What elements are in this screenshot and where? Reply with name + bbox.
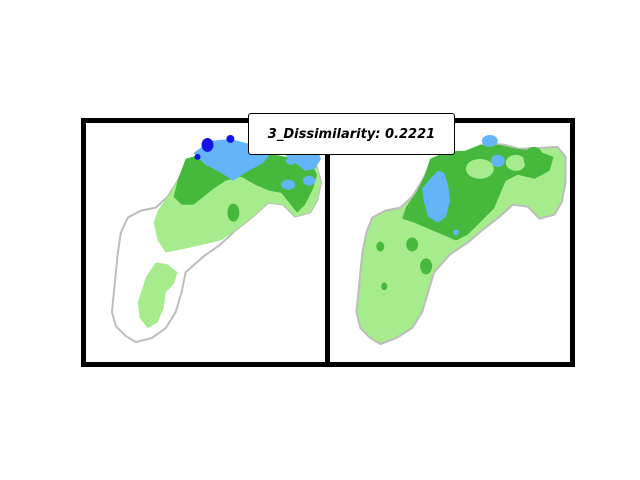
light-green-spot xyxy=(505,154,526,171)
dark-blue-spot xyxy=(201,137,214,152)
medium-green-spot xyxy=(465,158,494,179)
map-left xyxy=(110,134,323,344)
medium-green-spot xyxy=(420,258,433,275)
title-text: 3_Dissimilarity: 0.2221 xyxy=(267,126,436,142)
title-box: 3_Dissimilarity: 0.2221 xyxy=(248,113,455,155)
light-blue-spot xyxy=(490,154,505,167)
medium-green-spot xyxy=(376,241,385,252)
light-blue-spot xyxy=(281,179,296,190)
medium-green-spot xyxy=(406,237,419,252)
light-blue-area xyxy=(422,170,450,223)
map-panel-right xyxy=(325,118,575,367)
light-blue-spot xyxy=(303,175,316,186)
light-blue-spot xyxy=(452,229,459,236)
light-green-patch xyxy=(137,262,178,329)
map-panel-left xyxy=(81,118,330,367)
light-green-area xyxy=(355,141,567,346)
light-blue-spot xyxy=(286,156,297,165)
medium-green-spot xyxy=(381,282,388,291)
map-right xyxy=(355,134,567,346)
light-blue-spot xyxy=(481,134,498,147)
medium-green-spot xyxy=(227,203,240,222)
medium-green-spot xyxy=(523,146,544,171)
dark-blue-spot xyxy=(194,153,201,160)
dark-blue-spot xyxy=(226,134,235,143)
